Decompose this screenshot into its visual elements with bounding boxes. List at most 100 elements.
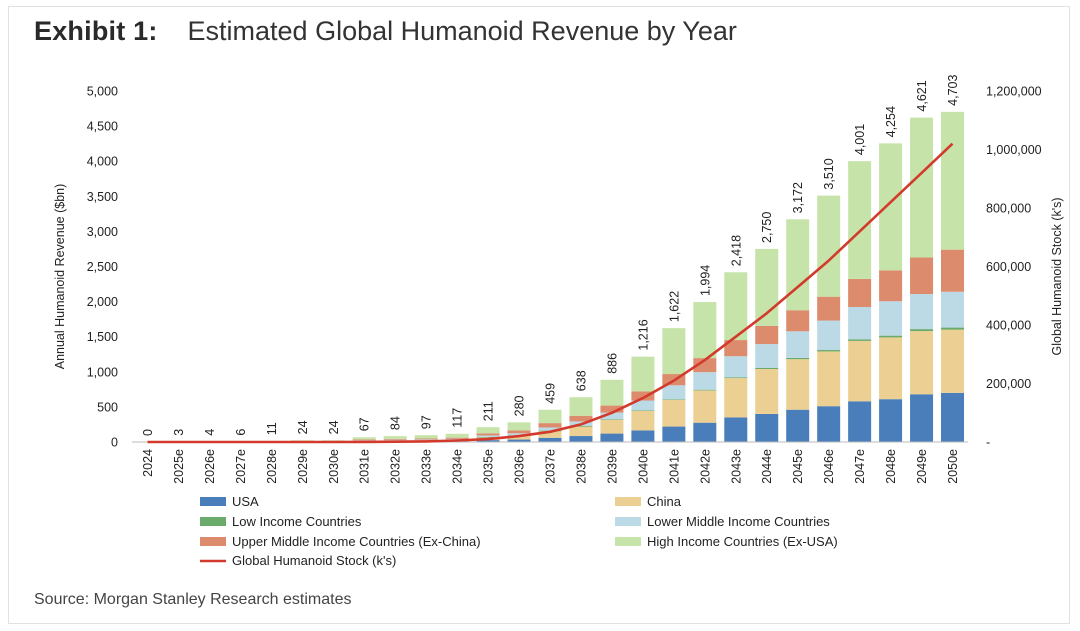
bar-segment	[569, 415, 593, 422]
bar-total-label: 211	[482, 401, 496, 421]
y-left-axis-label: Annual Humanoid Revenue ($bn)	[53, 184, 67, 370]
bar-segment	[600, 412, 624, 420]
bar-segment	[786, 331, 810, 358]
bar-segment	[910, 257, 934, 295]
bar-segment	[817, 296, 841, 321]
bar-segment	[538, 427, 562, 431]
x-tick-label: 2026e	[203, 449, 217, 484]
bar-total-label: 4,001	[853, 124, 867, 155]
bar-segment	[693, 422, 717, 442]
y-right-tick-label: 800,000	[986, 202, 1031, 216]
y-right-tick-label: 400,000	[986, 319, 1031, 333]
bar-segment	[910, 331, 934, 395]
x-tick-label: 2024	[141, 449, 155, 477]
x-tick-label: 2033e	[420, 449, 434, 484]
bar-segment	[538, 430, 562, 438]
bar-total-label: 1,622	[667, 291, 681, 322]
bar-segment	[817, 406, 841, 442]
x-tick-label: 2047e	[853, 449, 867, 484]
x-tick-label: 2050e	[946, 449, 960, 484]
y-right-tick-label: 600,000	[986, 260, 1031, 274]
bar-segment	[445, 433, 469, 438]
bar-segment	[569, 397, 593, 416]
bar-segment	[910, 117, 934, 258]
legend-label: Lower Middle Income Countries	[647, 514, 830, 529]
bar-segment	[352, 440, 376, 441]
bar-segment	[662, 385, 686, 400]
bar-segment	[755, 248, 779, 326]
bar-segment	[755, 344, 779, 368]
bar-segment	[569, 426, 593, 437]
bar-total-label: 1,216	[636, 319, 650, 350]
bar-total-label: 24	[327, 420, 341, 434]
bar-segment	[941, 329, 965, 393]
x-tick-label: 2025e	[172, 449, 186, 484]
legend-label: Upper Middle Income Countries (Ex-China)	[232, 534, 481, 549]
bar-segment	[662, 399, 686, 400]
bar-segment	[507, 435, 531, 440]
bar-segment	[941, 111, 965, 250]
bar-segment	[910, 294, 934, 330]
y-right-axis-label: Global Humanoid Stock (k's)	[1050, 197, 1064, 355]
bar-total-label: 97	[420, 415, 434, 429]
bar-segment	[786, 310, 810, 332]
bar-segment	[724, 272, 748, 341]
x-tick-label: 2046e	[822, 449, 836, 484]
bar-segment	[569, 425, 593, 427]
legend-label: High Income Countries (Ex-USA)	[647, 534, 838, 549]
legend-swatch	[615, 517, 641, 526]
legend-label: Low Income Countries	[232, 514, 362, 529]
bar-segment	[724, 356, 748, 378]
bar-segment	[879, 143, 903, 271]
line-series-global-stock	[147, 142, 954, 444]
bar-segment	[724, 377, 748, 379]
bar-segment	[507, 430, 531, 434]
bar-segment	[476, 436, 500, 438]
bar-total-label: 3,172	[791, 182, 805, 213]
bar-segment	[693, 390, 717, 423]
bar-total-label: 11	[265, 422, 279, 435]
bar-total-label: 4,254	[884, 106, 898, 137]
y-left-tick-label: 5,000	[87, 85, 118, 99]
bar-segment	[941, 392, 965, 442]
x-tick-label: 2032e	[389, 449, 403, 484]
bar-segment	[352, 439, 376, 441]
y-left-tick-label: 4,000	[87, 155, 118, 169]
bar-segment	[631, 391, 655, 401]
bar-total-label: 2,750	[760, 212, 774, 243]
bar-total-label: 4,621	[915, 80, 929, 111]
bar-segment	[941, 291, 965, 328]
bar-total-label: 638	[574, 370, 588, 391]
legend-swatch	[615, 497, 641, 506]
bar-segment	[321, 440, 345, 442]
bar-segment	[817, 195, 841, 297]
bar-segment	[538, 423, 562, 428]
source-note: Source: Morgan Stanley Research estimate…	[34, 591, 352, 608]
bar-segment	[507, 433, 531, 436]
bar-total-label: 0	[141, 429, 155, 436]
bar-segment	[786, 359, 810, 410]
bar-segment	[383, 436, 407, 439]
bar-segment	[445, 438, 469, 440]
bar-segment	[538, 437, 562, 442]
bar-segment	[786, 357, 810, 360]
bar-segment	[352, 437, 376, 440]
x-tick-label: 2039e	[605, 449, 619, 484]
bar-segment	[600, 419, 624, 434]
x-tick-label: 2037e	[544, 449, 558, 484]
bar-segment	[879, 335, 903, 338]
bar-segment	[383, 439, 407, 441]
x-tick-label: 2042e	[698, 449, 712, 484]
bar-segment	[848, 340, 872, 402]
bar-segment	[879, 337, 903, 400]
bar-segment	[476, 433, 500, 436]
bar-total-label: 67	[358, 417, 372, 431]
bar-segment	[631, 410, 655, 411]
bar-segment	[600, 419, 624, 420]
bar-total-label: 24	[296, 420, 310, 434]
bar-segment	[848, 278, 872, 308]
bar-total-label: 1,994	[698, 265, 712, 296]
bar-segment	[817, 351, 841, 407]
y-left-tick-label: 1,500	[87, 330, 118, 344]
